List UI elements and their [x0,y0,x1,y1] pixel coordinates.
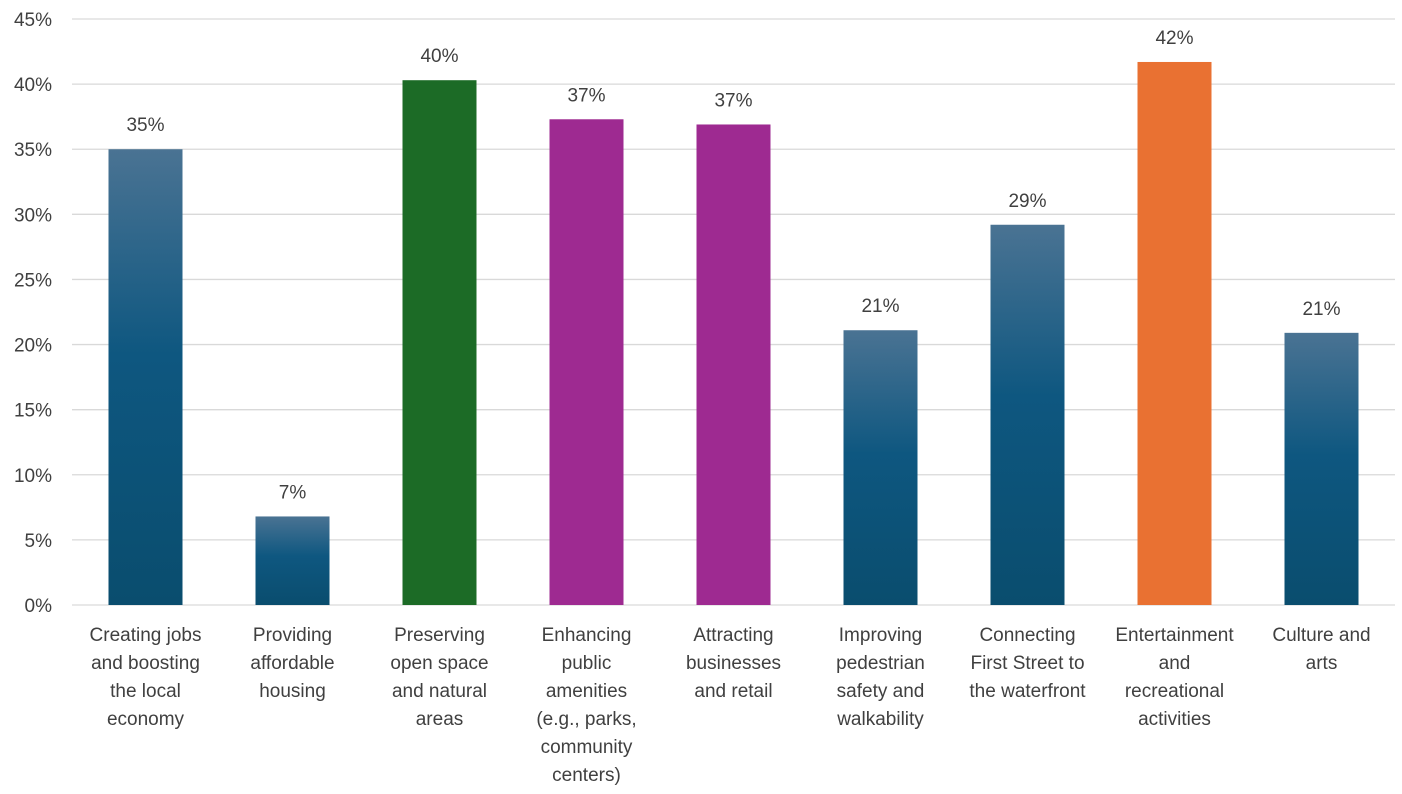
category-label: Providing affordable housing [250,625,334,702]
y-axis-tick-labels: 0% 5% 10% 15% 20% 25% 30% 35% 40% 45% [14,10,52,617]
bar [1137,61,1212,606]
y-tick-label: 0% [25,596,53,617]
data-label: 37% [714,90,752,111]
data-label: 37% [567,85,605,106]
category-label: Connecting First Street to the waterfront [969,625,1086,702]
category-label: Improving pedestrian safety and walkability [836,625,925,730]
y-tick-label: 10% [14,466,52,487]
data-label: 7% [279,482,307,503]
bars [108,61,1359,606]
data-label: 40% [420,46,458,67]
y-tick-label: 45% [14,10,52,31]
bar [549,119,624,605]
data-labels: 35% 7% 40% 37% 37% 21% 29% 42% 21% [126,28,1340,503]
data-label: 21% [861,296,899,317]
category-label: Preserving open space and natural areas [390,625,488,730]
y-tick-label: 25% [14,270,52,291]
bar [402,80,477,605]
bar [255,516,330,605]
bar [108,149,183,605]
y-tick-label: 30% [14,205,52,226]
y-tick-label: 40% [14,75,52,96]
category-label: Enhancing public amenities (e.g., parks, com… [536,625,636,786]
category-label: Entertainment and recreational activities [1115,625,1234,730]
data-label: 35% [126,115,164,136]
data-label: 21% [1302,299,1340,320]
category-label: Creating jobs and boosting the local econom… [90,625,202,730]
category-label: Attracting businesses and retail [686,625,781,702]
category-label: Culture and arts [1272,625,1370,674]
y-tick-label: 35% [14,140,52,161]
bar [990,224,1065,606]
bar [1284,332,1359,605]
bar [696,124,771,605]
category-labels: Creating jobs and boosting the local econom… [90,625,1371,786]
bar [843,330,918,605]
y-tick-label: 15% [14,401,52,422]
y-tick-label: 5% [25,531,53,552]
y-tick-label: 20% [14,336,52,357]
data-label: 42% [1155,28,1193,49]
data-label: 29% [1008,191,1046,212]
